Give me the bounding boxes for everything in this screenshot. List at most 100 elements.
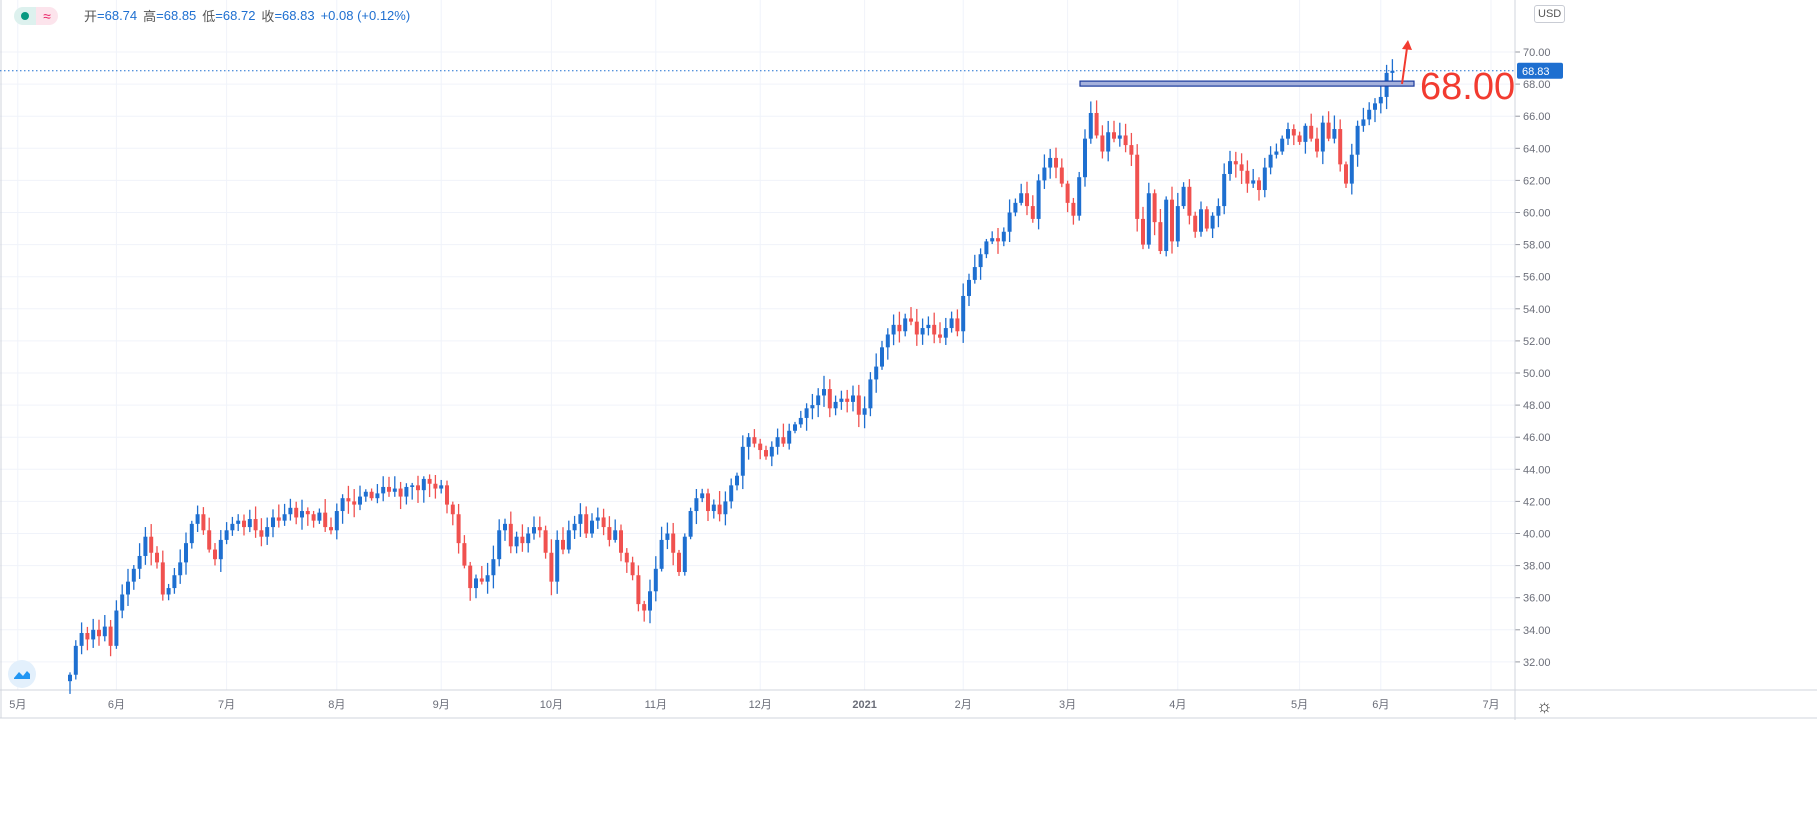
candle xyxy=(1291,124,1296,146)
high-value: =68.85 xyxy=(156,8,197,23)
candle-body xyxy=(236,520,241,524)
candle-body xyxy=(195,514,200,524)
candle xyxy=(1007,199,1012,243)
candle-body xyxy=(1216,206,1221,216)
candle-body xyxy=(996,238,1000,242)
candle xyxy=(1019,183,1024,206)
candle xyxy=(1245,160,1250,193)
candle-body xyxy=(984,241,989,255)
candle-body xyxy=(932,324,937,335)
candle-body xyxy=(201,514,206,531)
candle xyxy=(903,313,908,337)
x-tick-label: 7月 xyxy=(218,699,235,711)
candle xyxy=(450,501,455,526)
candle-body xyxy=(1297,135,1302,142)
candle-body xyxy=(1112,132,1116,139)
candle-body xyxy=(1001,231,1006,242)
candle xyxy=(1065,180,1070,213)
candle-body xyxy=(1152,193,1157,223)
candle-body xyxy=(781,437,786,444)
candle xyxy=(671,522,676,566)
candle xyxy=(781,423,786,447)
tradingview-logo-icon[interactable] xyxy=(8,660,36,688)
candle-body xyxy=(1117,135,1122,139)
candle xyxy=(207,517,212,553)
candle-body xyxy=(224,530,229,540)
candle-body xyxy=(810,405,815,409)
candle-body xyxy=(1135,154,1140,219)
candle-body xyxy=(595,517,600,521)
candle xyxy=(160,550,165,601)
candle xyxy=(184,532,188,575)
candle-body xyxy=(891,324,896,335)
candle-body xyxy=(630,562,635,576)
candle xyxy=(746,433,751,460)
candle-body xyxy=(677,552,681,573)
candle-body xyxy=(68,674,72,682)
candle-body xyxy=(665,533,670,540)
candle-body xyxy=(1175,206,1180,242)
candle xyxy=(1204,206,1209,232)
candle xyxy=(845,389,850,413)
candle-body xyxy=(1088,112,1093,139)
candle xyxy=(468,561,473,601)
candle xyxy=(1077,171,1082,221)
candle-body xyxy=(421,478,426,491)
currency-button[interactable]: USD xyxy=(1534,5,1566,23)
candle-body xyxy=(938,334,942,338)
candle-body xyxy=(764,450,768,457)
candle-body xyxy=(392,488,397,492)
candle xyxy=(677,549,681,576)
candle-body xyxy=(769,446,774,457)
candle xyxy=(427,474,432,498)
candle-body xyxy=(1303,125,1308,142)
candle xyxy=(381,476,386,502)
candle-body xyxy=(1083,138,1087,178)
candle-body xyxy=(398,488,403,497)
candle-body xyxy=(601,517,606,528)
candle xyxy=(416,475,420,503)
candle xyxy=(1106,120,1111,162)
candle xyxy=(862,396,867,429)
candle-body xyxy=(520,536,525,544)
candle-body xyxy=(381,486,386,494)
x-tick-label: 2月 xyxy=(955,699,972,711)
candle-body xyxy=(909,318,913,322)
candle-body xyxy=(1262,167,1267,191)
candle xyxy=(520,524,525,552)
candle xyxy=(816,388,821,418)
candle-body xyxy=(242,520,246,528)
candle-body xyxy=(897,324,902,332)
settings-gear-icon[interactable]: ☼ xyxy=(1536,696,1553,716)
candle xyxy=(433,474,438,499)
candle-body xyxy=(1146,193,1151,245)
candle xyxy=(120,584,125,619)
approx-icon: ≈ xyxy=(36,6,58,25)
candle-body xyxy=(1378,96,1383,104)
candle xyxy=(996,227,1000,254)
candle xyxy=(1059,158,1064,188)
candle-body xyxy=(706,493,710,512)
y-tick-label: 66.00 xyxy=(1523,111,1551,123)
candle xyxy=(1233,151,1238,178)
candle xyxy=(363,489,368,502)
candle xyxy=(445,480,449,514)
candle xyxy=(1268,146,1273,175)
candle-body xyxy=(851,395,855,402)
candle xyxy=(856,384,861,428)
candle-body xyxy=(856,395,861,415)
candle xyxy=(874,353,879,393)
candle-body xyxy=(1123,135,1128,146)
candle-body xyxy=(387,486,391,492)
candle xyxy=(1378,84,1383,114)
candle xyxy=(723,491,728,526)
candle xyxy=(230,516,235,536)
symbol-status-pill[interactable]: ≈ xyxy=(14,6,58,25)
candle xyxy=(827,379,832,418)
candle-body xyxy=(346,498,351,502)
y-tick-label: 38.00 xyxy=(1523,561,1551,573)
candle xyxy=(630,556,635,581)
x-tick-label: 5月 xyxy=(1291,699,1308,711)
candle xyxy=(149,524,154,566)
